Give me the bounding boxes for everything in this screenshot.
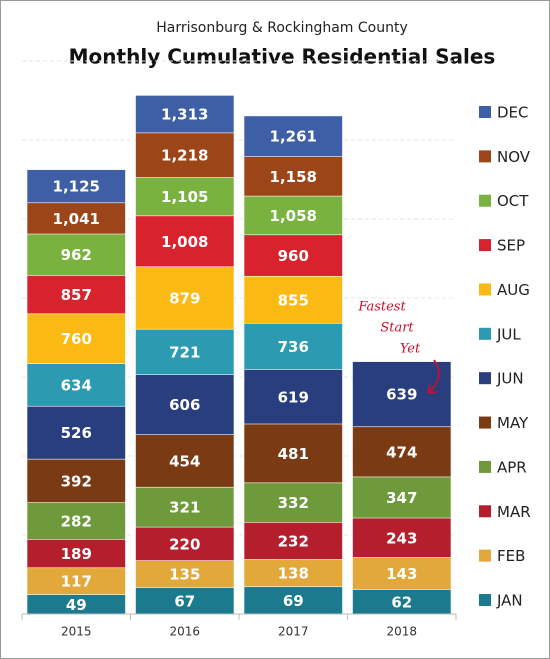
- value-label: 454: [169, 452, 200, 470]
- value-label: 857: [61, 286, 92, 304]
- legend-label: JUL: [496, 325, 521, 343]
- legend-label: SEP: [497, 237, 525, 255]
- legend-label: DEC: [497, 104, 529, 122]
- value-label: 639: [386, 386, 417, 404]
- value-label: 606: [169, 396, 200, 414]
- legend-label: JAN: [496, 592, 523, 610]
- value-label: 243: [386, 529, 417, 547]
- value-label: 49: [66, 596, 87, 614]
- legend-swatch: [479, 106, 491, 118]
- value-label: 1,261: [270, 128, 317, 146]
- legend-label: JUN: [496, 370, 524, 388]
- legend-swatch: [479, 416, 491, 429]
- value-label: 619: [278, 388, 309, 406]
- value-label: 526: [61, 424, 92, 442]
- value-label: 1,218: [161, 147, 208, 165]
- value-label: 855: [278, 291, 309, 309]
- legend-swatch: [479, 372, 491, 385]
- legend-swatch: [479, 594, 491, 606]
- value-label: 321: [169, 499, 200, 517]
- value-label: 1,041: [53, 210, 100, 228]
- legend-label: FEB: [497, 547, 525, 565]
- legend-label: OCT: [497, 192, 529, 210]
- value-label: 135: [169, 566, 200, 584]
- value-label: 634: [61, 376, 92, 394]
- annotation-line: Start: [380, 321, 414, 336]
- x-tick-label: 2016: [169, 625, 200, 639]
- legend-swatch: [479, 239, 491, 252]
- x-tick-label: 2018: [386, 625, 417, 639]
- legend-swatch: [479, 283, 491, 296]
- annotation-line: Fastest: [357, 300, 406, 315]
- value-label: 220: [169, 535, 200, 553]
- x-tick-label: 2015: [61, 625, 92, 639]
- value-label: 474: [386, 443, 417, 461]
- value-label: 736: [278, 338, 309, 356]
- legend-label: APR: [497, 458, 527, 476]
- x-tick-label: 2017: [278, 625, 309, 639]
- value-label: 960: [278, 247, 309, 265]
- legend-swatch: [479, 150, 491, 163]
- value-label: 67: [174, 592, 195, 610]
- chart-subtitle: Harrisonburg & Rockingham County: [156, 20, 408, 36]
- legend-swatch: [479, 505, 491, 518]
- legend-label: MAR: [497, 503, 531, 521]
- value-label: 962: [61, 246, 92, 264]
- value-label: 481: [278, 445, 309, 463]
- value-label: 1,158: [270, 168, 317, 186]
- value-label: 1,058: [270, 207, 317, 225]
- value-label: 332: [278, 494, 309, 512]
- legend-swatch: [479, 549, 491, 562]
- legend-swatch: [479, 460, 491, 473]
- annotation: Fastest Start Yet: [357, 300, 421, 357]
- value-label: 760: [61, 330, 92, 348]
- bar-segment: [352, 589, 452, 615]
- legend-label: NOV: [497, 148, 531, 166]
- value-label: 117: [61, 573, 92, 591]
- value-label: 392: [61, 472, 92, 490]
- annotation-arrow: [427, 359, 440, 394]
- value-label: 62: [391, 593, 412, 611]
- value-label: 721: [169, 343, 200, 361]
- value-label: 69: [283, 592, 304, 610]
- value-label: 1,008: [161, 233, 208, 251]
- legend-label: MAY: [497, 414, 529, 432]
- value-label: 347: [386, 489, 417, 507]
- chart-title: Monthly Cumulative Residential Sales: [69, 45, 496, 69]
- value-label: 232: [278, 532, 309, 550]
- value-label: 282: [61, 512, 92, 530]
- legend-swatch: [479, 327, 491, 340]
- value-label: 143: [386, 565, 417, 583]
- value-label: 1,313: [161, 106, 208, 124]
- bar-segment: [135, 587, 235, 615]
- legend-swatch: [479, 194, 491, 207]
- value-label: 879: [169, 290, 200, 308]
- value-label: 1,105: [161, 188, 208, 206]
- annotation-line: Yet: [400, 342, 421, 357]
- value-label: 138: [278, 565, 309, 583]
- value-label: 189: [61, 545, 92, 563]
- value-label: 1,125: [53, 178, 100, 196]
- legend-label: AUG: [497, 281, 530, 299]
